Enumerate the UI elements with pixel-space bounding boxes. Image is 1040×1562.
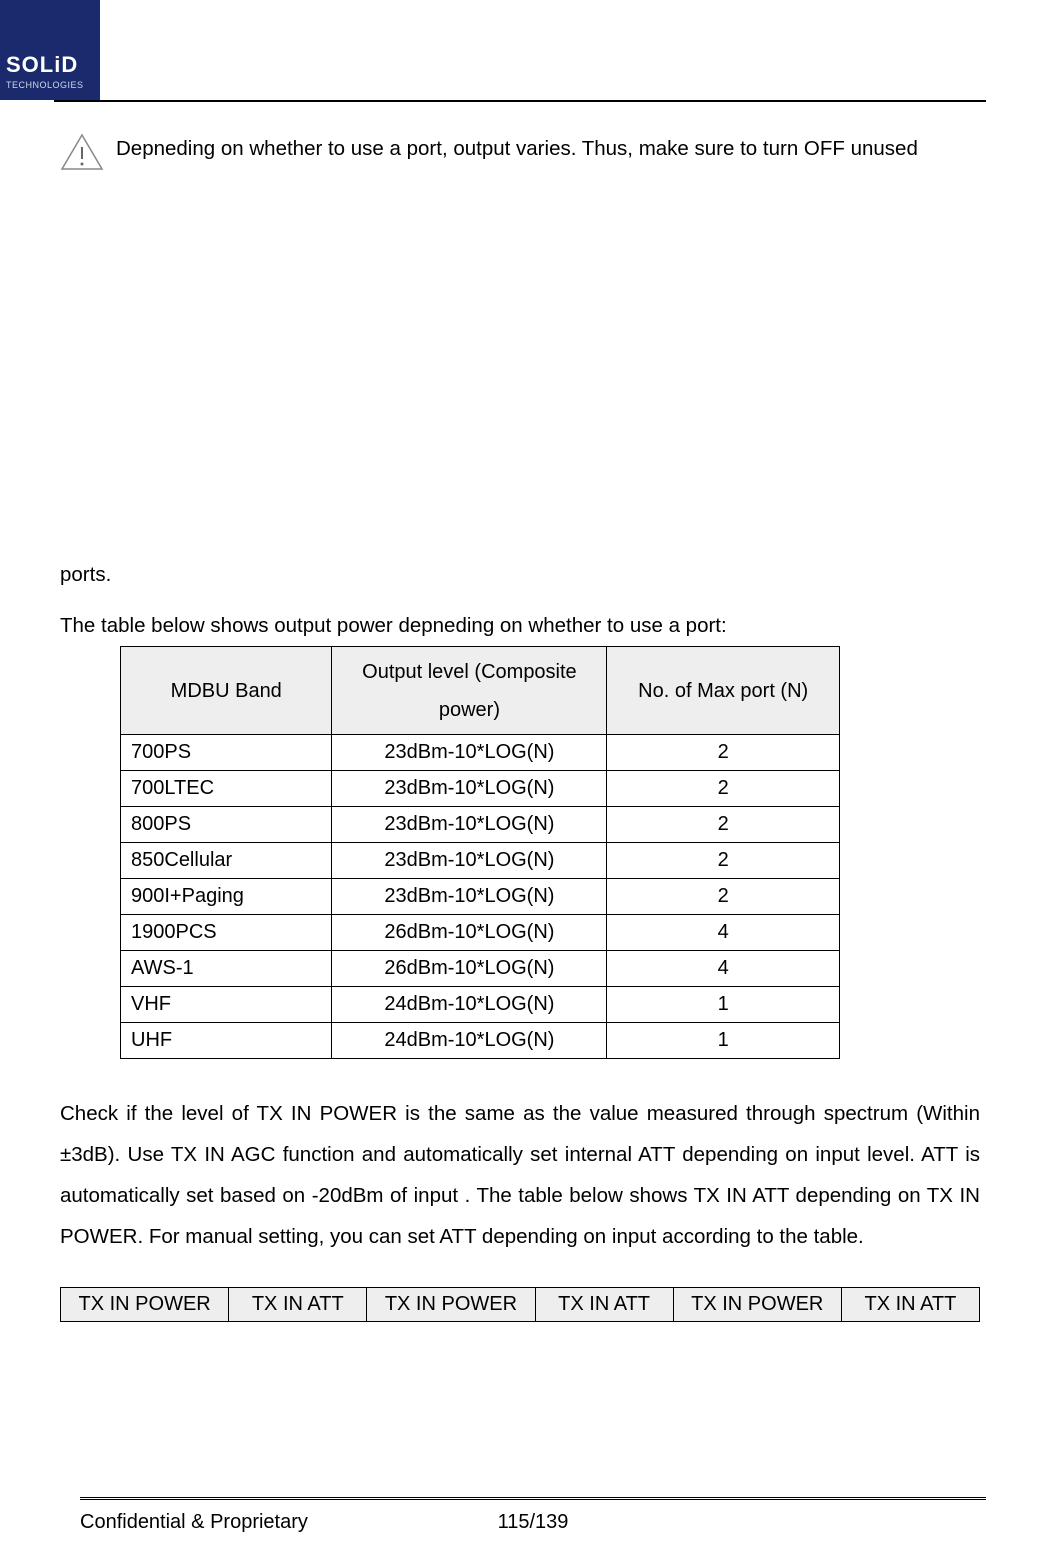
- att-table: TX IN POWER TX IN ATT TX IN POWER TX IN …: [60, 1287, 980, 1322]
- cell-output: 26dBm-10*LOG(N): [332, 950, 607, 986]
- cell-maxn: 2: [607, 878, 840, 914]
- cell-band: 700LTEC: [121, 770, 332, 806]
- logo-subtext: TECHNOLOGIES: [6, 80, 84, 90]
- cell-maxn: 2: [607, 770, 840, 806]
- caution-text: Depneding on whether to use a port, outp…: [116, 130, 918, 171]
- table-row: 800PS23dBm-10*LOG(N)2: [121, 806, 840, 842]
- att-th-5: TX IN POWER: [673, 1287, 841, 1321]
- table-row: AWS-126dBm-10*LOG(N)4: [121, 950, 840, 986]
- att-th-1: TX IN POWER: [61, 1287, 229, 1321]
- cell-output: 23dBm-10*LOG(N): [332, 878, 607, 914]
- content: Depneding on whether to use a port, outp…: [0, 0, 1040, 1482]
- cell-band: VHF: [121, 986, 332, 1022]
- att-th-4: TX IN ATT: [535, 1287, 673, 1321]
- cell-output: 26dBm-10*LOG(N): [332, 914, 607, 950]
- logo-brand: SOLiD: [6, 52, 78, 78]
- cell-maxn: 1: [607, 986, 840, 1022]
- cell-output: 24dBm-10*LOG(N): [332, 986, 607, 1022]
- cell-output: 23dBm-10*LOG(N): [332, 734, 607, 770]
- att-th-2: TX IN ATT: [229, 1287, 367, 1321]
- table-row: UHF24dBm-10*LOG(N)1: [121, 1022, 840, 1058]
- caution-row: Depneding on whether to use a port, outp…: [60, 130, 980, 171]
- cell-band: UHF: [121, 1022, 332, 1058]
- footer-rule: [80, 1497, 986, 1500]
- power-table: MDBU Band Output level (Composite power)…: [120, 646, 840, 1059]
- table-row: 700PS23dBm-10*LOG(N)2: [121, 734, 840, 770]
- ports-continuation: ports.: [60, 556, 980, 595]
- table-row: 1900PCS26dBm-10*LOG(N)4: [121, 914, 840, 950]
- table-intro: The table below shows output power depne…: [60, 607, 980, 646]
- footer-page-number: 115/139: [80, 1511, 986, 1534]
- cell-band: 800PS: [121, 806, 332, 842]
- cell-maxn: 4: [607, 914, 840, 950]
- cell-band: AWS-1: [121, 950, 332, 986]
- cell-output: 23dBm-10*LOG(N): [332, 842, 607, 878]
- body-paragraph: Check if the level of TX IN POWER is the…: [60, 1093, 980, 1257]
- cell-output: 24dBm-10*LOG(N): [332, 1022, 607, 1058]
- cell-maxn: 2: [607, 734, 840, 770]
- cell-maxn: 4: [607, 950, 840, 986]
- power-table-header-row: MDBU Band Output level (Composite power)…: [121, 646, 840, 734]
- caution-icon: [60, 133, 104, 171]
- att-table-header-row: TX IN POWER TX IN ATT TX IN POWER TX IN …: [61, 1287, 980, 1321]
- cell-band: 900I+Paging: [121, 878, 332, 914]
- att-th-3: TX IN POWER: [367, 1287, 535, 1321]
- power-th-maxn: No. of Max port (N): [607, 646, 840, 734]
- cell-band: 700PS: [121, 734, 332, 770]
- header-rule: [54, 100, 986, 102]
- power-th-output: Output level (Composite power): [332, 646, 607, 734]
- page: SOLiD TECHNOLOGIES Depneding on whether …: [0, 0, 1040, 1562]
- cell-maxn: 2: [607, 842, 840, 878]
- table-row: 700LTEC23dBm-10*LOG(N)2: [121, 770, 840, 806]
- cell-band: 850Cellular: [121, 842, 332, 878]
- footer: Confidential & Proprietary 115/139: [80, 1511, 986, 1534]
- table-row: VHF24dBm-10*LOG(N)1: [121, 986, 840, 1022]
- cell-output: 23dBm-10*LOG(N): [332, 806, 607, 842]
- table-row: 900I+Paging23dBm-10*LOG(N)2: [121, 878, 840, 914]
- cell-maxn: 1: [607, 1022, 840, 1058]
- att-th-6: TX IN ATT: [841, 1287, 979, 1321]
- cell-output: 23dBm-10*LOG(N): [332, 770, 607, 806]
- cell-band: 1900PCS: [121, 914, 332, 950]
- logo-block: SOLiD TECHNOLOGIES: [0, 0, 100, 100]
- vertical-gap: [60, 171, 980, 556]
- cell-maxn: 2: [607, 806, 840, 842]
- power-th-band: MDBU Band: [121, 646, 332, 734]
- table-row: 850Cellular23dBm-10*LOG(N)2: [121, 842, 840, 878]
